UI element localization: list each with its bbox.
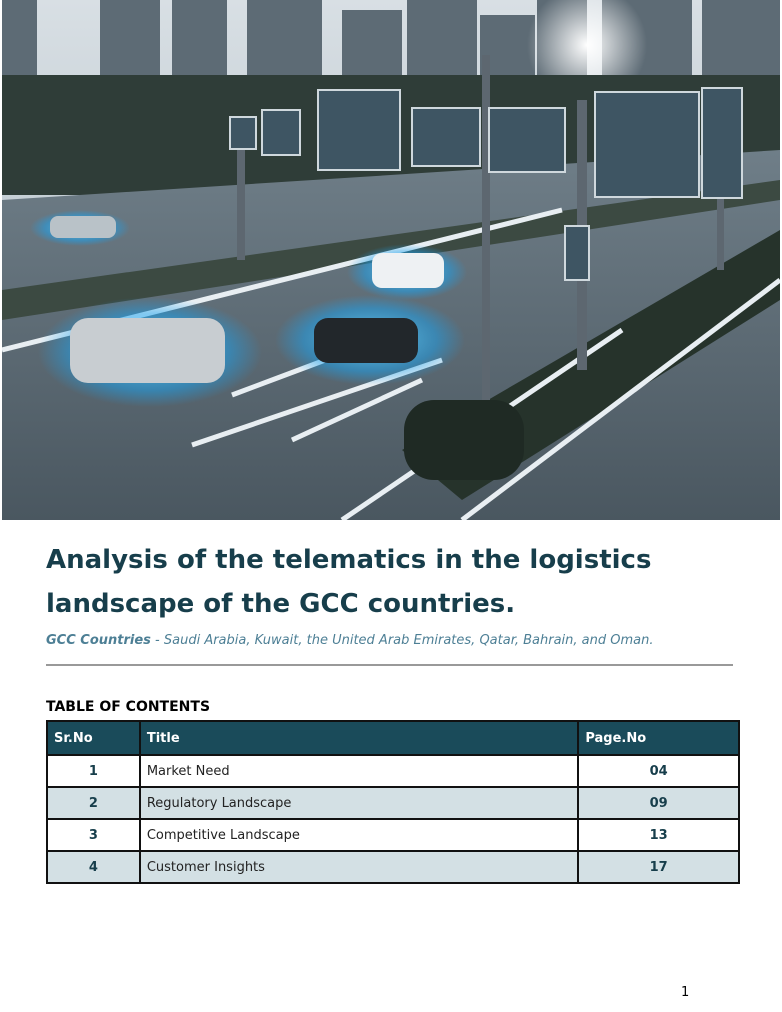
title: Analysis of the telematics in the logist… (46, 545, 652, 619)
table-cell: 04 (577, 754, 740, 788)
cover-image (2, 0, 780, 520)
table-body: 1 Market Need 04 2 Regulatory Landscape 09 3 Co… (46, 754, 740, 884)
column-header: Title (138, 720, 580, 756)
subtitle-label: GCC Countries (46, 633, 151, 648)
table-cell: 4 (46, 850, 141, 884)
table-cell: 17 (577, 850, 740, 884)
header-row: Sr.No Title Page.No (46, 720, 740, 756)
table-row: 1 Market Need 04 (46, 754, 740, 788)
table-cell: Regulatory Landscape (138, 786, 580, 820)
table-row: 3 Competitive Landscape 13 (46, 818, 740, 852)
table-cell: 3 (46, 818, 141, 852)
table-row: 2 Regulatory Landscape 09 (46, 786, 740, 820)
table-cell: Competitive Landscape (138, 818, 580, 852)
toc-table: Sr.No Title Page.No 1 Market Need 04 2 Regulat… (46, 720, 740, 884)
table-cell: Customer Insights (138, 850, 580, 884)
column-header: Page.No (577, 720, 740, 756)
table-cell: 13 (577, 818, 740, 852)
column-header: Sr.No (46, 720, 141, 756)
table-cell: 09 (577, 786, 740, 820)
table-cell: Market Need (138, 754, 580, 788)
subtitle: GCC Countries - Saudi Arabia, Kuwait, th… (46, 633, 654, 648)
divider (46, 664, 733, 666)
page-number: 1 (681, 985, 690, 1000)
table-cell: 2 (46, 786, 141, 820)
table-row: 4 Customer Insights 17 (46, 850, 740, 884)
table-cell: 1 (46, 754, 141, 788)
subtitle-text: - Saudi Arabia, Kuwait, the United Arab … (155, 633, 654, 648)
toc-heading: TABLE OF CONTENTS (46, 699, 211, 715)
